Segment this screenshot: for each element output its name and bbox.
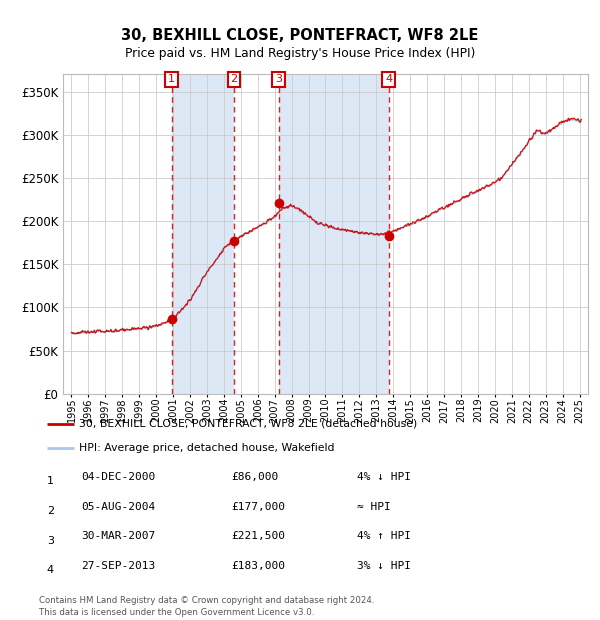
Text: 3: 3	[47, 536, 54, 546]
Text: 30, BEXHILL CLOSE, PONTEFRACT, WF8 2LE (detached house): 30, BEXHILL CLOSE, PONTEFRACT, WF8 2LE (…	[79, 419, 417, 429]
Text: 2: 2	[230, 74, 238, 84]
Text: 4: 4	[47, 565, 54, 575]
Text: 27-SEP-2013: 27-SEP-2013	[81, 561, 155, 571]
Text: £183,000: £183,000	[231, 561, 285, 571]
Text: 1: 1	[47, 476, 54, 486]
Text: ≈ HPI: ≈ HPI	[357, 502, 391, 512]
Text: £221,500: £221,500	[231, 531, 285, 541]
Text: HPI: Average price, detached house, Wakefield: HPI: Average price, detached house, Wake…	[79, 443, 334, 453]
Text: 3% ↓ HPI: 3% ↓ HPI	[357, 561, 411, 571]
Text: 30, BEXHILL CLOSE, PONTEFRACT, WF8 2LE: 30, BEXHILL CLOSE, PONTEFRACT, WF8 2LE	[121, 28, 479, 43]
Text: 2: 2	[47, 506, 54, 516]
Text: 04-DEC-2000: 04-DEC-2000	[81, 472, 155, 482]
Bar	[279, 74, 389, 394]
Text: £86,000: £86,000	[231, 472, 278, 482]
Text: Price paid vs. HM Land Registry's House Price Index (HPI): Price paid vs. HM Land Registry's House …	[125, 47, 475, 60]
Bar	[172, 74, 234, 394]
Text: 4% ↑ HPI: 4% ↑ HPI	[357, 531, 411, 541]
Text: 4% ↓ HPI: 4% ↓ HPI	[357, 472, 411, 482]
Text: 30-MAR-2007: 30-MAR-2007	[81, 531, 155, 541]
Text: 4: 4	[385, 74, 392, 84]
Text: 1: 1	[168, 74, 175, 84]
Text: 3: 3	[275, 74, 282, 84]
Text: 05-AUG-2004: 05-AUG-2004	[81, 502, 155, 512]
Text: £177,000: £177,000	[231, 502, 285, 512]
Text: Contains HM Land Registry data © Crown copyright and database right 2024.
This d: Contains HM Land Registry data © Crown c…	[39, 596, 374, 617]
